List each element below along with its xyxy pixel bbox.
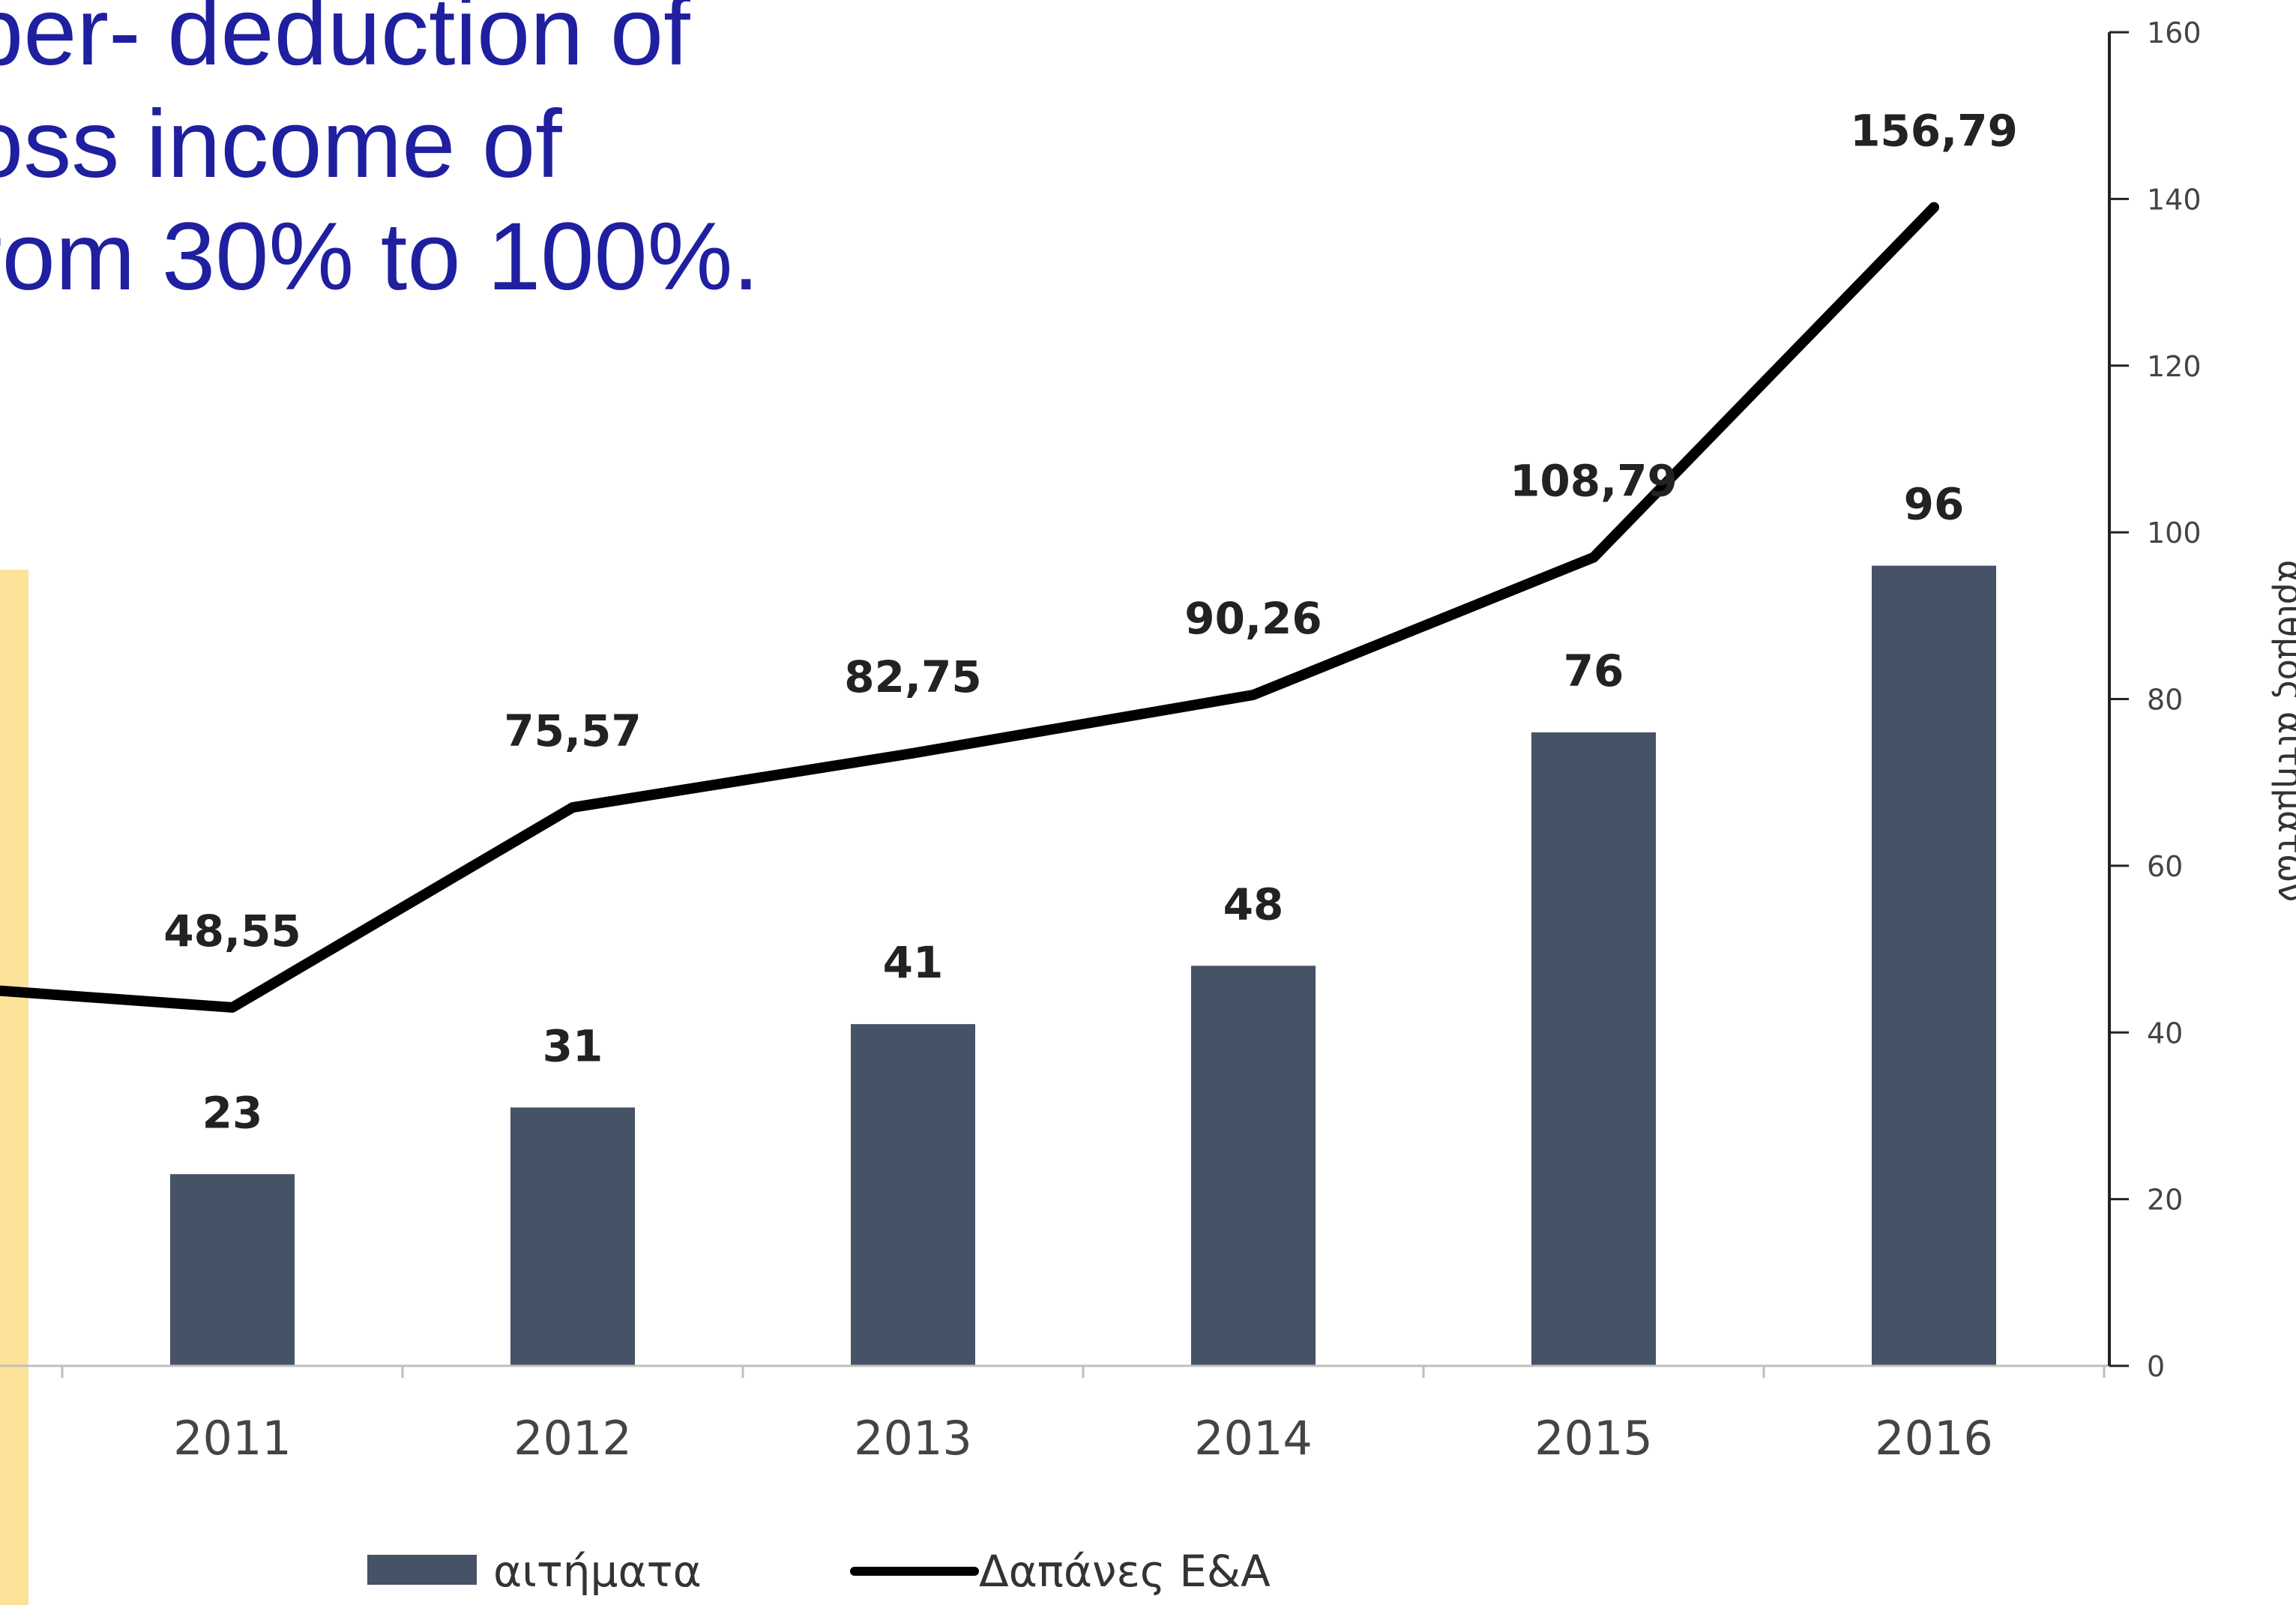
x-tick-label-2014: 2014 — [1194, 1411, 1313, 1466]
y-tick-label-100: 100 — [2147, 517, 2202, 549]
bars-layer — [170, 565, 1996, 1366]
line-point-2016 — [1933, 206, 1935, 208]
line-point-2014 — [1253, 693, 1254, 696]
bar-label-2015: 76 — [1564, 645, 1624, 696]
line-point-2015 — [1593, 556, 1594, 558]
bar-label-2014: 48 — [1223, 879, 1284, 930]
y-tick-label-80: 80 — [2147, 684, 2183, 717]
y-tick-label-0: 0 — [2147, 1350, 2165, 1383]
y-tick-label-160: 160 — [2147, 16, 2202, 49]
y-tick-label-60: 60 — [2147, 850, 2183, 883]
x-tick-label-2012: 2012 — [513, 1411, 632, 1466]
line-label-2012: 75,57 — [504, 705, 641, 756]
legend-layer: αιτήματα Δαπάνες Ε&Α — [367, 1546, 1271, 1597]
bar-2011 — [170, 1174, 295, 1366]
line-layer — [0, 202, 1939, 1013]
bar-2016 — [1872, 565, 1996, 1366]
line-label-2011: 48,55 — [163, 906, 301, 957]
x-tick-label-2011: 2011 — [173, 1411, 292, 1466]
line-label-2015: 108,79 — [1510, 455, 1678, 506]
line-label-2016: 156,79 — [1850, 105, 2018, 156]
y-axis-title: αριθμός αιτημάτων — [2271, 560, 2296, 903]
y-tick-label-20: 20 — [2147, 1184, 2183, 1217]
headline-line-1: ber- deduction of — [0, 0, 690, 85]
y-tick-label-120: 120 — [2147, 350, 2202, 383]
bar-label-2013: 41 — [883, 937, 944, 988]
bar-label-2016: 96 — [1904, 479, 1965, 530]
axis-layer: 2011 2012 2013 2014 2015 2016 0 20 40 60 80 100 120 1… — [0, 16, 2296, 1466]
y-tick-label-40: 40 — [2147, 1017, 2183, 1050]
bar-2013 — [851, 1024, 975, 1366]
x-tick-label-2013: 2013 — [854, 1411, 972, 1466]
bar-2015 — [1531, 732, 1656, 1366]
headline-line-3: rom 30% to 100%. — [0, 203, 759, 310]
bar-2012 — [510, 1107, 635, 1366]
side-panel — [0, 570, 28, 1605]
legend-label-line: Δαπάνες Ε&Α — [979, 1546, 1271, 1597]
line-point-2012 — [572, 807, 573, 809]
headline-line-2: oss income of — [0, 91, 562, 198]
legend-swatch-bars — [367, 1555, 477, 1585]
bar-label-2011: 23 — [202, 1087, 263, 1138]
legend-label-bars: αιτήματα — [493, 1546, 702, 1597]
line-point-2013 — [912, 752, 914, 754]
line-label-2014: 90,26 — [1184, 593, 1322, 644]
x-tick-label-2016: 2016 — [1875, 1411, 1993, 1466]
bar-2014 — [1191, 966, 1316, 1366]
y-tick-label-140: 140 — [2147, 183, 2202, 216]
line-point-2011 — [232, 1006, 233, 1008]
labels-layer: 23 31 41 48 76 96 48,55 75,57 82,75 90,26 108,79 15… — [163, 105, 2018, 1138]
bar-label-2012: 31 — [543, 1020, 603, 1071]
line-label-2013: 82,75 — [844, 651, 981, 702]
x-tick-label-2015: 2015 — [1534, 1411, 1653, 1466]
